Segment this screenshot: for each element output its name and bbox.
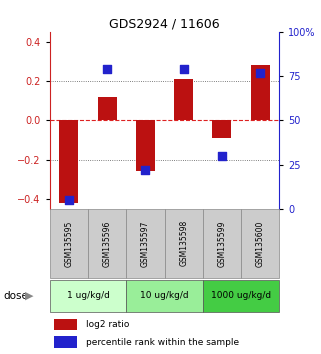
- FancyBboxPatch shape: [126, 209, 164, 278]
- Text: dose: dose: [3, 291, 28, 301]
- FancyBboxPatch shape: [241, 209, 279, 278]
- Text: 1 ug/kg/d: 1 ug/kg/d: [66, 291, 109, 300]
- Bar: [251, 65, 270, 120]
- Bar: [174, 79, 193, 120]
- Text: log2 ratio: log2 ratio: [86, 320, 130, 330]
- FancyBboxPatch shape: [203, 280, 279, 312]
- Text: 1000 ug/kg/d: 1000 ug/kg/d: [211, 291, 271, 300]
- Point: [105, 66, 110, 72]
- FancyBboxPatch shape: [203, 209, 241, 278]
- FancyBboxPatch shape: [50, 209, 88, 278]
- Text: GSM135600: GSM135600: [256, 220, 265, 267]
- Text: GSM135599: GSM135599: [217, 220, 226, 267]
- Text: 10 ug/kg/d: 10 ug/kg/d: [140, 291, 189, 300]
- Text: percentile rank within the sample: percentile rank within the sample: [86, 338, 239, 347]
- Bar: [54, 336, 77, 348]
- Title: GDS2924 / 11606: GDS2924 / 11606: [109, 18, 220, 31]
- Text: GSM135596: GSM135596: [103, 220, 112, 267]
- Text: ▶: ▶: [25, 291, 33, 301]
- Point: [219, 153, 224, 159]
- Point: [257, 70, 263, 75]
- FancyBboxPatch shape: [164, 209, 203, 278]
- Point: [143, 167, 148, 173]
- Bar: [59, 120, 78, 203]
- FancyBboxPatch shape: [126, 280, 203, 312]
- Bar: [54, 319, 77, 330]
- Point: [181, 66, 186, 72]
- Bar: [136, 120, 155, 171]
- Bar: [98, 97, 117, 120]
- FancyBboxPatch shape: [50, 280, 126, 312]
- Text: GSM135595: GSM135595: [65, 220, 74, 267]
- Text: GSM135598: GSM135598: [179, 220, 188, 267]
- Text: GSM135597: GSM135597: [141, 220, 150, 267]
- Bar: [212, 120, 231, 138]
- FancyBboxPatch shape: [88, 209, 126, 278]
- Point: [66, 197, 72, 203]
